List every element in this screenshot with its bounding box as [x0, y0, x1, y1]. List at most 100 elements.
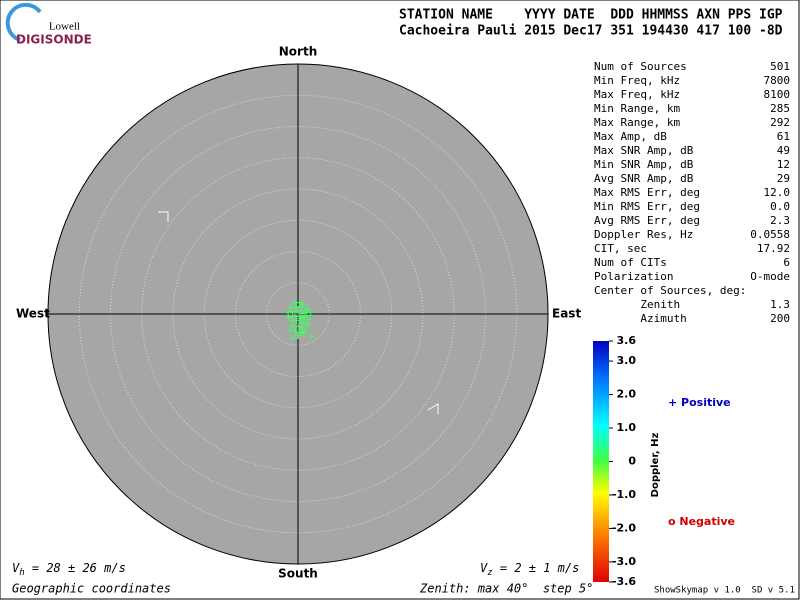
source-point: +	[293, 305, 302, 318]
stat-label: Min Freq, kHz	[594, 74, 680, 87]
logo-top: Lowell	[49, 21, 80, 33]
source-point: +	[297, 300, 306, 313]
direction-label: North	[279, 45, 317, 59]
colorbar-tick-label: -3.0	[612, 555, 636, 568]
stat-value: 292	[770, 116, 790, 129]
source-point: +	[296, 326, 305, 339]
direction-label: West	[16, 307, 50, 321]
source-point: +	[306, 306, 315, 319]
colorbar-tick-label: 3.6	[617, 334, 637, 347]
source-point: +	[305, 313, 314, 326]
source-point: +	[298, 321, 307, 334]
source-point: +	[283, 306, 292, 319]
marker	[158, 211, 169, 222]
stat-label: Max Freq, kHz	[594, 88, 680, 101]
stat-label: Min SNR Amp, dB	[594, 158, 694, 171]
source-point: +	[301, 304, 310, 317]
source-point: +	[293, 329, 302, 342]
stat-value: 29	[777, 172, 790, 185]
source-point: +	[303, 302, 312, 315]
logo-bottom: DIGISONDE	[16, 33, 92, 47]
stat-label: CIT, sec	[594, 242, 647, 255]
stat-value: 12	[777, 158, 790, 171]
stat-value: O-mode	[750, 270, 790, 283]
source-point: +	[284, 311, 293, 324]
logo-swoosh	[5, 2, 42, 42]
stat-value: 8100	[764, 88, 791, 101]
source-point: +	[288, 305, 297, 318]
source-point: +	[289, 320, 298, 333]
stat-label: Max Amp, dB	[594, 130, 667, 143]
footer: ShowSkymap v 1.0 SD v 5.1	[654, 586, 795, 596]
source-point: +	[285, 323, 294, 336]
stat-value: 501	[770, 60, 790, 73]
source-point: +	[288, 331, 297, 344]
source-point: +	[291, 325, 300, 338]
stat-value: 61	[777, 130, 790, 143]
stat-label: Max RMS Err, deg	[594, 186, 700, 199]
colorbar-tick-label: 1.0	[617, 421, 637, 434]
source-point: +	[294, 320, 303, 333]
source-point: +	[290, 310, 299, 323]
header-line: STATION NAME YYYY DATE DDD HHMMSS AXN PP…	[399, 8, 783, 23]
legend-negative: o Negative	[668, 515, 735, 528]
colorbar-title: Doppler, Hz	[650, 433, 661, 498]
stat-value: 49	[777, 144, 790, 157]
direction-label: South	[278, 567, 318, 581]
source-point: +	[302, 308, 311, 321]
stat-value: 7800	[764, 74, 791, 87]
coords-label: Geographic coordinates	[12, 582, 171, 596]
stat-value: 12.0	[764, 186, 791, 199]
source-point: +	[290, 296, 299, 309]
stat-value: 1.3	[770, 298, 790, 311]
source-point: +	[302, 317, 311, 330]
stat-value: 200	[770, 312, 790, 325]
source-point: +	[299, 298, 308, 311]
stat-label: Num of Sources	[594, 60, 687, 73]
stat-label: Avg SNR Amp, dB	[594, 172, 694, 185]
colorbar-tick-label: -1.0	[612, 488, 636, 501]
source-point: +	[295, 296, 304, 309]
stat-label: Zenith	[594, 298, 680, 311]
colorbar-tick-label: 2.0	[617, 388, 637, 401]
vh-label: Vh = 28 ± 26 m/s	[12, 561, 126, 578]
source-point: +	[300, 324, 309, 337]
colorbar-tick-label: 3.0	[617, 354, 637, 367]
zenith-note: Zenith: max 40° step 5°	[419, 582, 593, 596]
marker	[427, 403, 439, 414]
source-point: +	[307, 330, 316, 343]
stat-label: Center of Sources, deg:	[594, 284, 746, 297]
source-point: +	[298, 307, 307, 320]
stat-label: Max Range, km	[594, 116, 680, 129]
colorbar-tick-label: -2.0	[612, 521, 636, 534]
source-point: +	[303, 319, 312, 332]
colorbar-tick-label: -3.6	[612, 575, 636, 588]
stat-value: 285	[770, 102, 790, 115]
colorbar	[593, 341, 609, 582]
legend-positive: + Positive	[668, 396, 731, 409]
vz-label: Vz = 2 ± 1 m/s	[480, 561, 579, 578]
stat-value: 17.92	[757, 242, 790, 255]
source-point: +	[297, 312, 306, 325]
source-point: +	[299, 327, 308, 340]
stat-label: Min Range, km	[594, 102, 680, 115]
source-point: +	[300, 311, 309, 324]
stat-label: Doppler Res, Hz	[594, 228, 693, 241]
header-line: Cachoeira Pauli 2015 Dec17 351 194430 41…	[399, 24, 783, 39]
source-point: +	[297, 316, 306, 329]
source-point: +	[295, 310, 304, 323]
colorbar-tick-label: 0	[628, 455, 636, 468]
stat-value: 0.0558	[750, 228, 790, 241]
stat-label: Avg RMS Err, deg	[594, 214, 700, 227]
source-point: +	[286, 301, 295, 314]
stat-label: Max SNR Amp, dB	[594, 144, 694, 157]
direction-label: East	[552, 307, 581, 321]
stat-label: Num of CITs	[594, 256, 667, 269]
source-point: +	[287, 315, 296, 328]
stat-label: Min RMS Err, deg	[594, 200, 700, 213]
stat-label: Azimuth	[594, 312, 687, 325]
stat-value: 2.3	[770, 214, 790, 227]
stat-value: 0.0	[770, 200, 790, 213]
